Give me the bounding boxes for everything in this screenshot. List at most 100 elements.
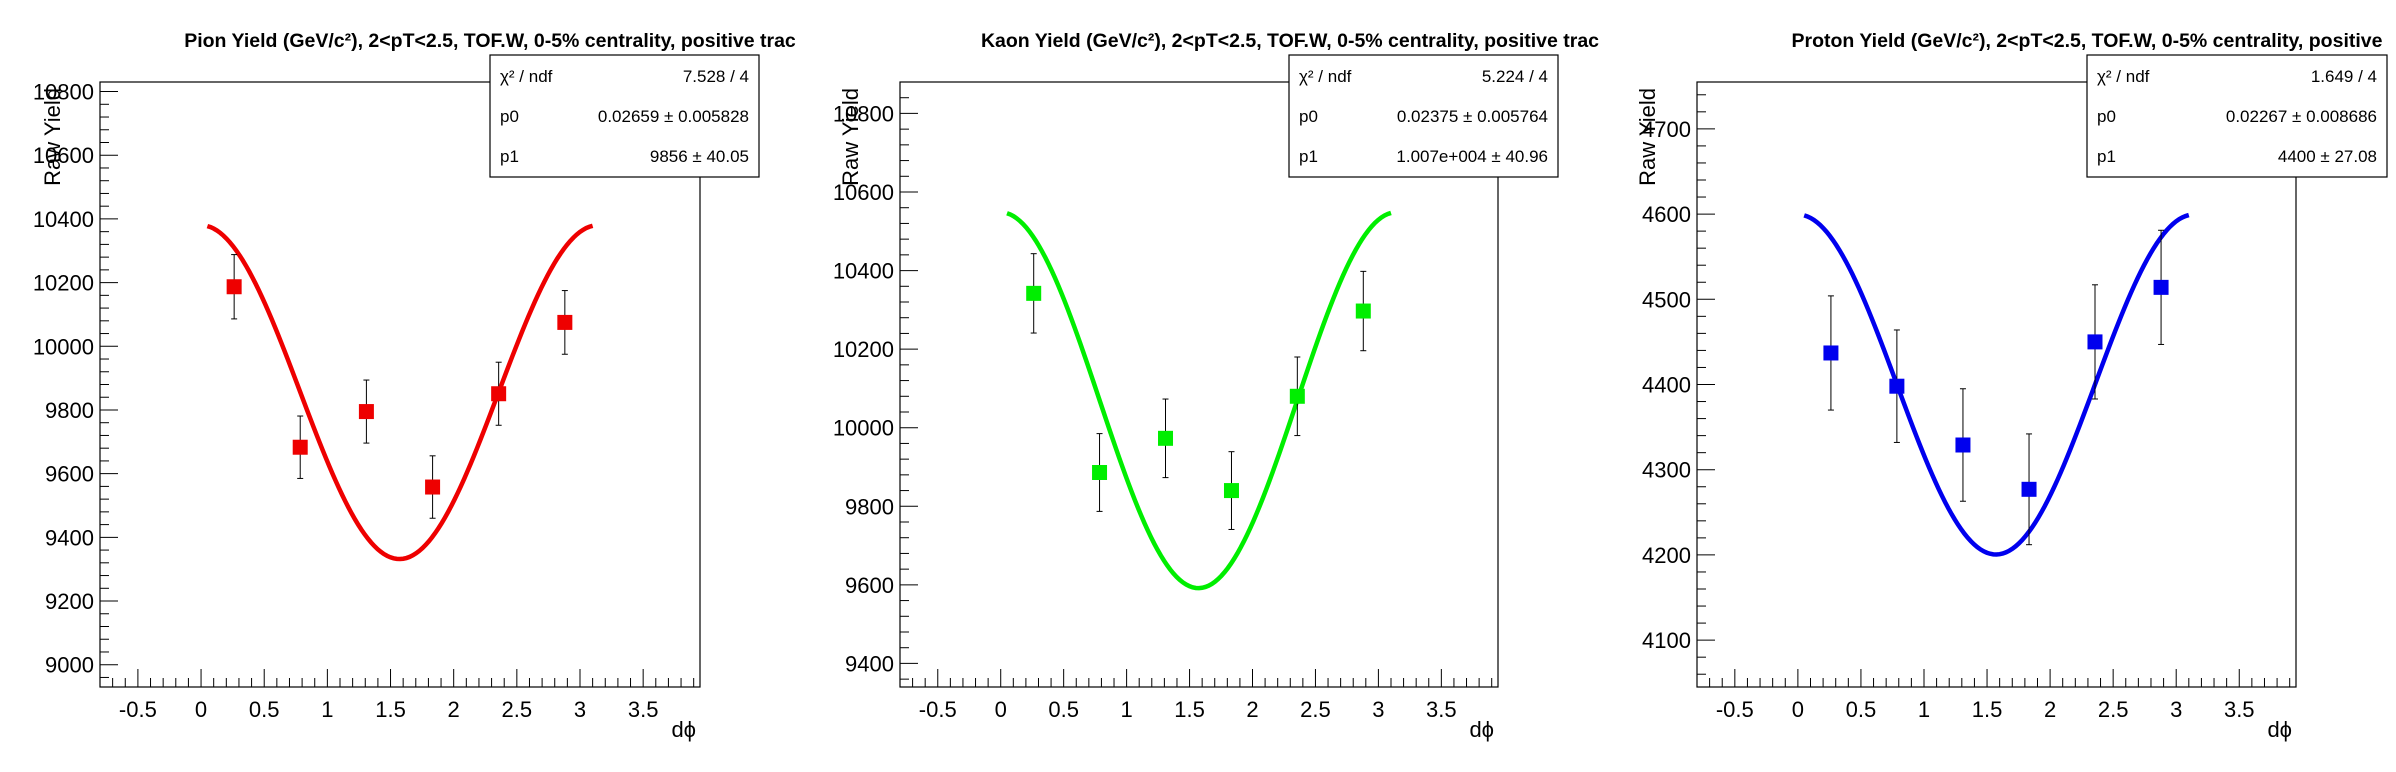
stats-value: 7.528 / 4 [683, 67, 749, 86]
x-tick-label: 2 [448, 697, 460, 722]
stats-label: χ² / ndf [500, 67, 553, 86]
x-tick-label: 2 [2044, 697, 2056, 722]
stats-label: p1 [2097, 147, 2116, 166]
y-axis-label: Raw Yield [1635, 88, 1660, 186]
stats-value: 9856 ± 40.05 [650, 147, 749, 166]
data-point [425, 479, 441, 495]
x-axis-label: dϕ [671, 717, 696, 742]
y-tick-label: 10200 [33, 271, 94, 296]
data-point [1223, 483, 1239, 499]
y-tick-label: 10800 [833, 101, 894, 126]
x-tick-label: 1 [321, 697, 333, 722]
x-tick-label: 3.5 [2224, 697, 2255, 722]
x-tick-label: 3 [2170, 697, 2182, 722]
y-tick-label: 10200 [833, 337, 894, 362]
data-point [2153, 279, 2169, 295]
y-tick-label: 4600 [1642, 202, 1691, 227]
x-tick-label: 2.5 [2098, 697, 2129, 722]
chart-panel-2: Kaon Yield (GeV/c²), 2<pT<2.5, TOF.W, 0-… [833, 30, 1599, 742]
y-tick-label: 10400 [833, 259, 894, 284]
y-tick-label: 4200 [1642, 543, 1691, 568]
y-tick-label: 10600 [833, 180, 894, 205]
y-tick-label: 9200 [45, 589, 94, 614]
y-tick-label: 4100 [1642, 628, 1691, 653]
stats-value: 4400 ± 27.08 [2278, 147, 2377, 166]
y-tick-label: 9600 [45, 462, 94, 487]
data-point [1955, 437, 1971, 453]
fit-curve [1803, 212, 2190, 557]
fit-curve [1006, 210, 1392, 591]
data-point [292, 439, 308, 455]
y-tick-label: 9800 [45, 398, 94, 423]
stats-box [2086, 54, 2388, 178]
x-tick-label: 0.5 [249, 697, 280, 722]
data-point [1355, 303, 1371, 319]
y-tick-label: 4300 [1642, 458, 1691, 483]
y-tick-label: 10800 [33, 80, 94, 105]
data-point [1158, 430, 1174, 446]
data-point [1289, 388, 1305, 404]
stats-value: 5.224 / 4 [1482, 67, 1548, 86]
x-axis-label: dϕ [1469, 717, 1494, 742]
stats-label: p0 [500, 107, 519, 126]
stats-label: χ² / ndf [1299, 67, 1352, 86]
stats-value: 1.007e+004 ± 40.96 [1396, 147, 1548, 166]
stats-value: 0.02375 ± 0.005764 [1397, 107, 1548, 126]
x-tick-label: 3.5 [1426, 697, 1457, 722]
x-tick-label: 1 [1120, 697, 1132, 722]
x-tick-label: 1.5 [375, 697, 406, 722]
chart-panel-3: Proton Yield (GeV/c²), 2<pT<2.5, TOF.W, … [1635, 30, 2388, 742]
y-tick-label: 9600 [845, 573, 894, 598]
x-tick-label: 1 [1918, 697, 1930, 722]
data-point [2087, 334, 2103, 350]
data-point [1823, 345, 1839, 361]
x-tick-label: 0.5 [1048, 697, 1079, 722]
y-tick-label: 9400 [45, 525, 94, 550]
y-tick-label: 10000 [833, 416, 894, 441]
data-point [1889, 378, 1905, 394]
stats-value: 0.02267 ± 0.008686 [2226, 107, 2377, 126]
x-tick-label: -0.5 [919, 697, 957, 722]
stats-value: 0.02659 ± 0.005828 [598, 107, 749, 126]
data-point [1092, 465, 1108, 480]
x-tick-label: 0 [995, 697, 1007, 722]
y-tick-label: 4400 [1642, 373, 1691, 398]
stats-label: p1 [1299, 147, 1318, 166]
x-tick-label: 2 [1246, 697, 1258, 722]
x-tick-label: 3.5 [628, 697, 659, 722]
y-tick-label: 10600 [33, 143, 94, 168]
stats-label: p0 [2097, 107, 2116, 126]
y-axis-label: Raw Yield [838, 88, 863, 186]
y-axis-label: Raw Yield [40, 88, 65, 186]
x-tick-label: 0 [1792, 697, 1804, 722]
y-tick-label: 9400 [845, 651, 894, 676]
x-tick-label: 3 [1372, 697, 1384, 722]
y-tick-label: 9800 [845, 494, 894, 519]
x-tick-label: 2.5 [502, 697, 533, 722]
plot-frame [899, 81, 1499, 688]
x-tick-label: 2.5 [1300, 697, 1331, 722]
y-tick-label: 4500 [1642, 287, 1691, 312]
data-point [557, 314, 573, 330]
x-tick-label: 1.5 [1972, 697, 2003, 722]
x-tick-label: -0.5 [1716, 697, 1754, 722]
chart-title: Pion Yield (GeV/c²), 2<pT<2.5, TOF.W, 0-… [184, 30, 796, 52]
stats-label: χ² / ndf [2097, 67, 2150, 86]
y-tick-label: 10000 [33, 334, 94, 359]
chart-title: Proton Yield (GeV/c²), 2<pT<2.5, TOF.W, … [1792, 30, 2383, 52]
fit-curve [206, 223, 594, 562]
x-tick-label: -0.5 [119, 697, 157, 722]
stats-value: 1.649 / 4 [2311, 67, 2377, 86]
x-axis-label: dϕ [2267, 717, 2292, 742]
data-point [358, 404, 374, 420]
y-tick-label: 9000 [45, 653, 94, 678]
x-tick-label: 3 [574, 697, 586, 722]
data-point [2021, 481, 2037, 497]
x-tick-label: 0.5 [1846, 697, 1877, 722]
x-tick-label: 1.5 [1174, 697, 1205, 722]
data-point [1026, 285, 1042, 301]
data-point [491, 386, 507, 402]
stats-box [1288, 54, 1559, 178]
data-point [226, 279, 242, 295]
